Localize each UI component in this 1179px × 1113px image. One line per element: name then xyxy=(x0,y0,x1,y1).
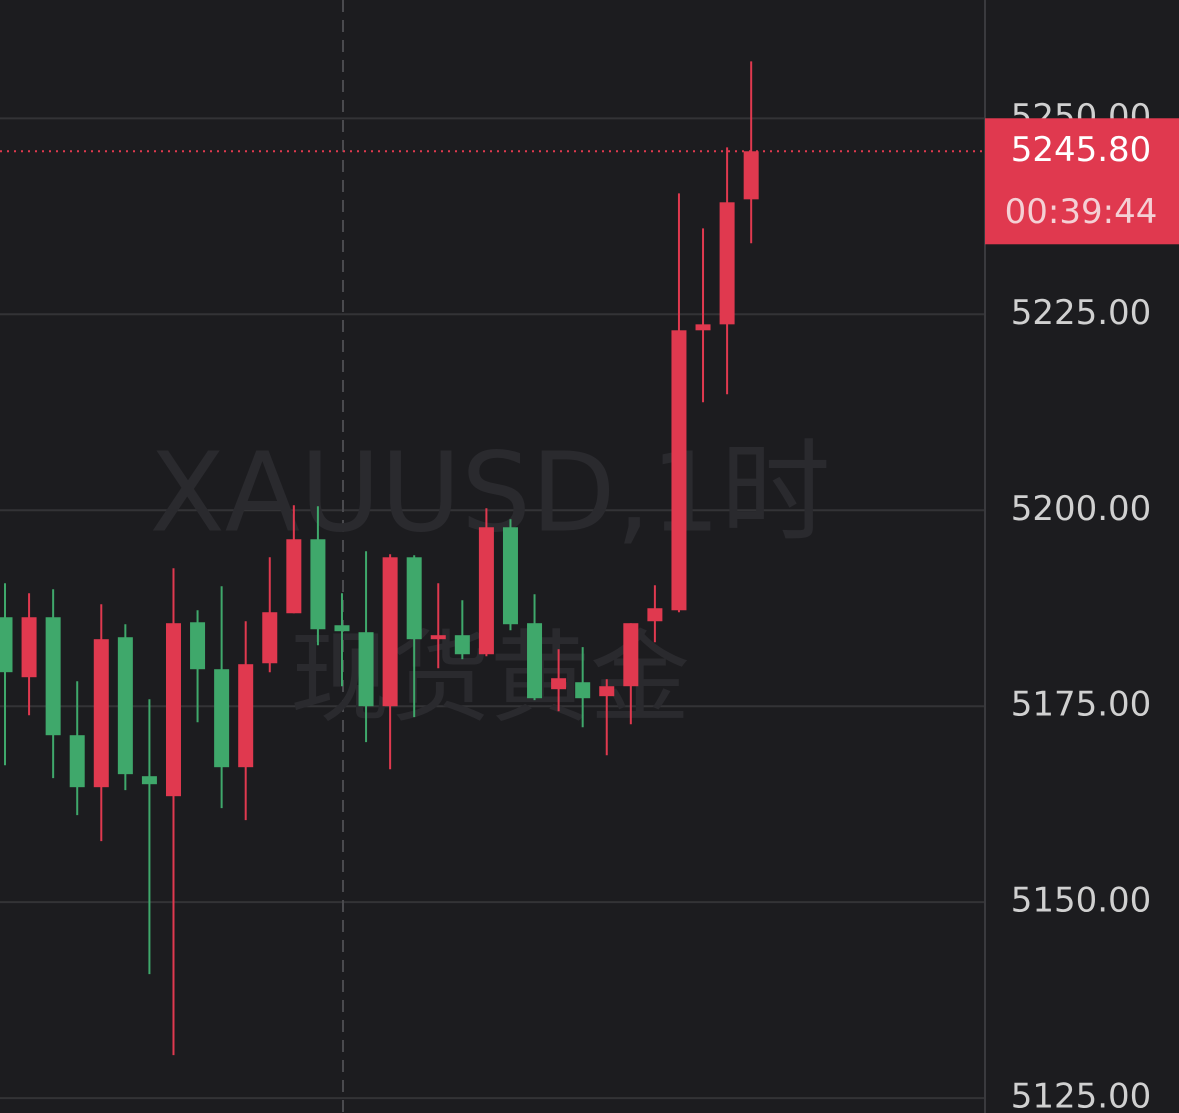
y-tick-label: 5125.00 xyxy=(1011,1077,1152,1113)
candle-body xyxy=(214,669,230,768)
candle-body xyxy=(382,557,398,707)
candle-body xyxy=(575,682,591,699)
candle-body xyxy=(502,527,518,625)
candle-body xyxy=(238,664,254,768)
candle-body xyxy=(527,623,543,699)
grid xyxy=(0,117,985,1100)
candle-body xyxy=(671,330,687,611)
candle-body xyxy=(430,635,446,640)
candle-body xyxy=(406,557,422,640)
y-tick-label: 5225.00 xyxy=(1011,293,1152,333)
candle-body xyxy=(190,622,206,670)
candle-body xyxy=(93,639,109,788)
candle-body xyxy=(262,612,278,664)
candle-body xyxy=(478,527,494,655)
candle-body xyxy=(623,623,639,687)
countdown-label: 00:39:44 xyxy=(1005,192,1158,232)
candle-body xyxy=(719,202,735,325)
candle-body xyxy=(647,608,663,622)
candle-body xyxy=(45,617,61,736)
candle-body xyxy=(286,539,302,614)
last-price-label: 5245.80 xyxy=(1011,130,1152,170)
price-axis: 5125.005150.005175.005200.005225.005250.… xyxy=(985,97,1179,1113)
candle-body xyxy=(599,686,615,697)
candle-body xyxy=(0,617,13,673)
candle-body xyxy=(695,324,711,331)
last-price-box xyxy=(985,118,1179,245)
candle-body xyxy=(358,632,374,707)
candle-body xyxy=(165,623,181,797)
candle-body xyxy=(21,617,37,678)
candle-body xyxy=(141,776,157,785)
candle-body xyxy=(69,735,85,788)
y-tick-label: 5175.00 xyxy=(1011,685,1152,725)
candle-body xyxy=(334,625,350,632)
candle-body xyxy=(454,635,470,655)
y-tick-label: 5200.00 xyxy=(1011,489,1152,529)
candle-body xyxy=(310,539,326,630)
candles xyxy=(0,61,985,1056)
candle-body xyxy=(743,151,759,200)
y-tick-label: 5150.00 xyxy=(1011,881,1152,921)
candle-body xyxy=(551,678,567,690)
candle-body xyxy=(117,637,133,775)
